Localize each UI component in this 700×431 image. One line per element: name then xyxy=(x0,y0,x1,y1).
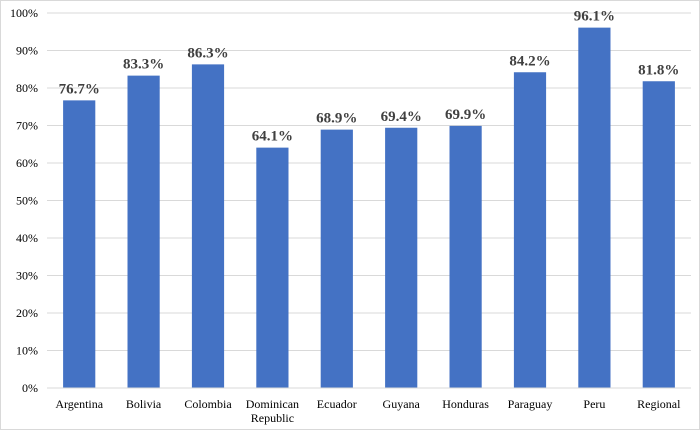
bar xyxy=(256,147,289,388)
data-label: 86.3% xyxy=(187,45,228,61)
x-tick-label: Colombia xyxy=(184,397,232,411)
bar xyxy=(513,72,547,388)
x-tick-label: Peru xyxy=(583,397,605,411)
x-tick-label: Dominican Republic xyxy=(246,397,299,425)
data-label: 69.4% xyxy=(381,109,422,125)
x-tick-label: Guyana xyxy=(383,397,421,411)
x-tick-label-line: Peru xyxy=(583,397,605,411)
y-tick-label: 10% xyxy=(16,344,38,358)
bars xyxy=(63,27,675,388)
data-label: 96.1% xyxy=(574,9,615,25)
x-tick-label-line: Argentina xyxy=(55,397,103,411)
x-tick-label: Honduras xyxy=(442,397,489,411)
y-tick-label: 40% xyxy=(16,231,38,245)
x-tick-label-line: Ecuador xyxy=(317,397,357,411)
y-tick-label: 30% xyxy=(16,269,38,283)
bar xyxy=(320,129,353,388)
bar xyxy=(449,125,482,388)
y-axis-ticks: 0% 10% 20% 30% 40% 50% 60% 70% 80% 90% 100% xyxy=(10,6,38,395)
y-tick-label: 50% xyxy=(16,194,38,208)
x-tick-label: Ecuador xyxy=(317,397,357,411)
data-labels: 76.7% 83.3% 86.3% 64.1% 68.9% 69.4% 69.9% 84.2%… xyxy=(59,9,680,145)
y-tick-label: 90% xyxy=(16,44,38,58)
x-tick-label-line: Paraguay xyxy=(508,397,553,411)
y-tick-label: 0% xyxy=(22,381,38,395)
data-label: 68.9% xyxy=(316,111,357,127)
bar xyxy=(642,81,675,388)
x-tick-label: Argentina xyxy=(55,397,103,411)
x-tick-label-line: Colombia xyxy=(184,397,232,411)
x-tick-label-line: Honduras xyxy=(442,397,489,411)
bar xyxy=(385,127,418,388)
y-tick-label: 80% xyxy=(16,81,38,95)
bar xyxy=(127,75,160,388)
bar xyxy=(191,64,225,388)
x-tick-label: Bolivia xyxy=(126,397,162,411)
data-label: 81.8% xyxy=(638,62,679,78)
data-label: 84.2% xyxy=(509,53,550,69)
bar xyxy=(63,100,96,388)
data-label: 69.9% xyxy=(445,107,486,123)
y-tick-label: 20% xyxy=(16,306,38,320)
x-tick-label-line: Republic xyxy=(251,411,294,425)
bar xyxy=(578,27,611,388)
x-tick-label: Paraguay xyxy=(508,397,553,411)
y-tick-label: 60% xyxy=(16,156,38,170)
x-tick-label-line: Guyana xyxy=(383,397,421,411)
x-axis-categories: Argentina Bolivia Colombia Dominican Republi… xyxy=(47,387,691,425)
x-tick-label-line: Regional xyxy=(637,397,681,411)
x-tick-label-line: Dominican xyxy=(246,397,299,411)
data-label: 83.3% xyxy=(123,57,164,73)
y-tick-label: 70% xyxy=(16,119,38,133)
data-label: 76.7% xyxy=(59,81,100,97)
x-tick-label: Regional xyxy=(637,397,681,411)
x-tick-label-line: Bolivia xyxy=(126,397,162,411)
y-tick-label: 100% xyxy=(10,6,38,20)
data-label: 64.1% xyxy=(252,129,293,145)
